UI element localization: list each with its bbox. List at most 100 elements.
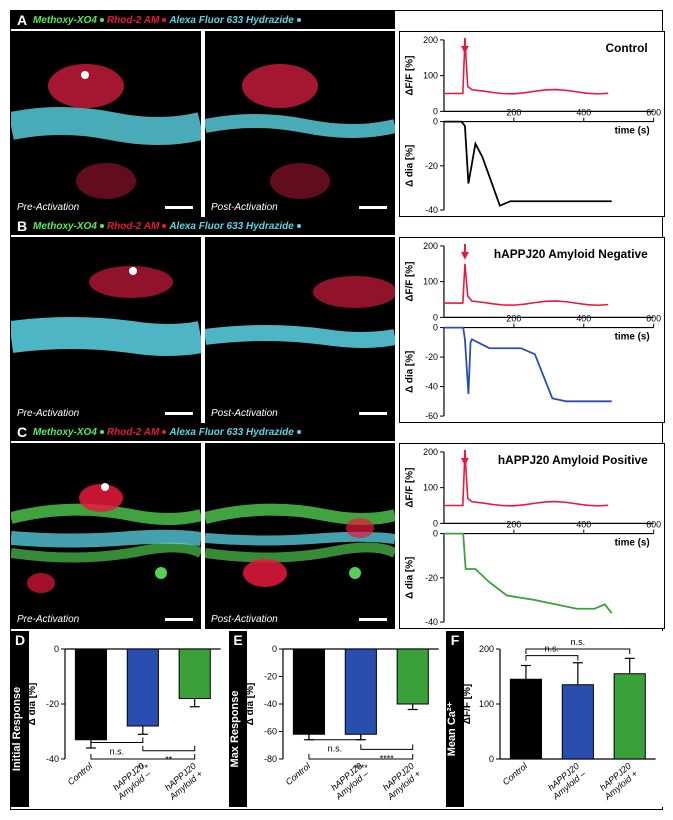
svg-text:Δ dia [%]: Δ dia [%] <box>27 683 38 726</box>
legend-item: Alexa Fluor 633 Hydrazide <box>169 221 294 232</box>
svg-text:****: **** <box>379 753 393 763</box>
bar-chart-D: D Initial Response 0 -20 -40 Δ dia [%] Control… <box>11 631 229 807</box>
bar-chart-F: FMean Ca²⁺0100200ΔF/F [%]ControlhAPPJ20A… <box>446 631 664 807</box>
micrograph-pre-activation: Pre-Activation <box>11 237 201 423</box>
legend-dot <box>100 430 104 434</box>
svg-text:Control: Control <box>283 760 312 787</box>
svg-text:-20: -20 <box>425 161 438 171</box>
svg-text:D: D <box>15 632 25 648</box>
svg-text:600: 600 <box>646 108 661 118</box>
svg-text:time (s): time (s) <box>615 537 650 548</box>
svg-text:-20: -20 <box>46 699 59 709</box>
legend-dot <box>297 18 301 22</box>
legend-item: Rhod-2 AM <box>107 15 159 26</box>
legend-dot <box>162 430 166 434</box>
scale-bar <box>359 618 387 621</box>
figure-container: AMethoxy-XO4Rhod-2 AMAlexa Fluor 633 Hyd… <box>10 10 663 810</box>
micrograph-label: Pre-Activation <box>17 408 79 419</box>
svg-text:ΔF/F [%]: ΔF/F [%] <box>404 262 415 302</box>
micrograph-label: Post-Activation <box>211 408 278 419</box>
svg-text:400: 400 <box>576 314 591 324</box>
micrograph-post-activation: Post-Activation <box>205 31 395 217</box>
svg-text:-40: -40 <box>425 205 438 215</box>
panel-letter-C: C <box>17 424 27 440</box>
micrograph-label: Pre-Activation <box>17 202 79 213</box>
svg-text:200: 200 <box>423 35 438 45</box>
svg-text:0: 0 <box>433 518 438 528</box>
svg-text:n.s.: n.s. <box>571 637 585 647</box>
svg-text:Max Response: Max Response <box>229 691 241 768</box>
svg-text:Δ dia [%]: Δ dia [%] <box>245 683 256 726</box>
svg-text:100: 100 <box>423 71 438 81</box>
svg-text:200: 200 <box>423 447 438 457</box>
svg-text:time (s): time (s) <box>615 125 650 136</box>
micrograph-post-activation: Post-Activation <box>205 237 395 423</box>
svg-text:Initial Response: Initial Response <box>11 687 23 771</box>
svg-text:0: 0 <box>433 529 438 539</box>
legend-item: Methoxy-XO4 <box>33 221 97 232</box>
svg-text:-40: -40 <box>425 617 438 627</box>
panel-letter-B: B <box>17 218 27 234</box>
svg-text:100: 100 <box>423 483 438 493</box>
legend-dot <box>297 224 301 228</box>
bar-chart-E: EMax Response0-20-40-60-80Δ dia [%]Contr… <box>229 631 447 807</box>
svg-text:0: 0 <box>489 754 494 764</box>
svg-text:400: 400 <box>576 520 591 530</box>
trace-chart-happj20-amyloid-positive: hAPPJ20 Amyloid Positive0100200ΔF/F [%]0… <box>399 443 665 629</box>
svg-text:time (s): time (s) <box>615 331 650 342</box>
panel-letter-A: A <box>17 12 27 28</box>
svg-text:200: 200 <box>506 108 521 118</box>
svg-text:0: 0 <box>433 117 438 127</box>
micrograph-label: Post-Activation <box>211 614 278 625</box>
svg-text:600: 600 <box>646 520 661 530</box>
legend-dot <box>162 224 166 228</box>
roi-dot <box>129 267 137 275</box>
svg-text:Δ dia [%]: Δ dia [%] <box>404 351 415 393</box>
legend-bar: Methoxy-XO4Rhod-2 AMAlexa Fluor 633 Hydr… <box>11 217 395 235</box>
roi-dot <box>101 483 109 491</box>
legend-item: Methoxy-XO4 <box>33 427 97 438</box>
svg-text:Control: Control <box>66 760 95 787</box>
scale-bar <box>165 412 193 415</box>
svg-text:**: ** <box>165 755 172 765</box>
svg-text:100: 100 <box>423 277 438 287</box>
svg-text:0: 0 <box>433 106 438 116</box>
legend-bar: Methoxy-XO4Rhod-2 AMAlexa Fluor 633 Hydr… <box>11 11 395 29</box>
svg-text:n.s.: n.s. <box>110 746 124 756</box>
svg-text:-60: -60 <box>425 411 438 421</box>
svg-text:-20: -20 <box>425 573 438 583</box>
scale-bar <box>165 206 193 209</box>
legend-dot <box>100 224 104 228</box>
svg-text:-80: -80 <box>264 754 277 764</box>
svg-text:100: 100 <box>479 699 494 709</box>
trace-chart-control: Control0100200ΔF/F [%]0-20-40200400600ti… <box>399 31 665 217</box>
svg-text:Δ dia [%]: Δ dia [%] <box>404 145 415 187</box>
svg-text:n.s.: n.s. <box>327 744 341 754</box>
svg-text:Δ dia [%]: Δ dia [%] <box>404 557 415 599</box>
svg-text:-40: -40 <box>46 754 59 764</box>
legend-item: Rhod-2 AM <box>107 427 159 438</box>
trace-chart-happj20-amyloid-negative: hAPPJ20 Amyloid Negative0100200ΔF/F [%]0… <box>399 237 665 423</box>
micrograph-pre-activation: Pre-Activation <box>11 443 201 629</box>
micrograph-label: Pre-Activation <box>17 614 79 625</box>
legend-bar: Methoxy-XO4Rhod-2 AMAlexa Fluor 633 Hydr… <box>11 423 395 441</box>
svg-text:0: 0 <box>54 644 59 654</box>
svg-text:-60: -60 <box>264 726 277 736</box>
svg-text:0: 0 <box>433 323 438 333</box>
svg-text:Control: Control <box>501 760 530 787</box>
svg-text:F: F <box>451 632 460 648</box>
svg-text:200: 200 <box>506 314 521 324</box>
svg-text:400: 400 <box>576 108 591 118</box>
micrograph-post-activation: Post-Activation <box>205 443 395 629</box>
svg-text:200: 200 <box>479 644 494 654</box>
svg-text:-40: -40 <box>425 382 438 392</box>
svg-text:0: 0 <box>272 644 277 654</box>
svg-text:ΔF/F [%]: ΔF/F [%] <box>404 56 415 96</box>
micrograph-pre-activation: Pre-Activation <box>11 31 201 217</box>
svg-text:****: **** <box>353 763 367 773</box>
svg-text:-40: -40 <box>264 699 277 709</box>
micrograph-label: Post-Activation <box>211 202 278 213</box>
scale-bar <box>359 206 387 209</box>
svg-text:E: E <box>233 632 242 648</box>
legend-item: Alexa Fluor 633 Hydrazide <box>169 15 294 26</box>
